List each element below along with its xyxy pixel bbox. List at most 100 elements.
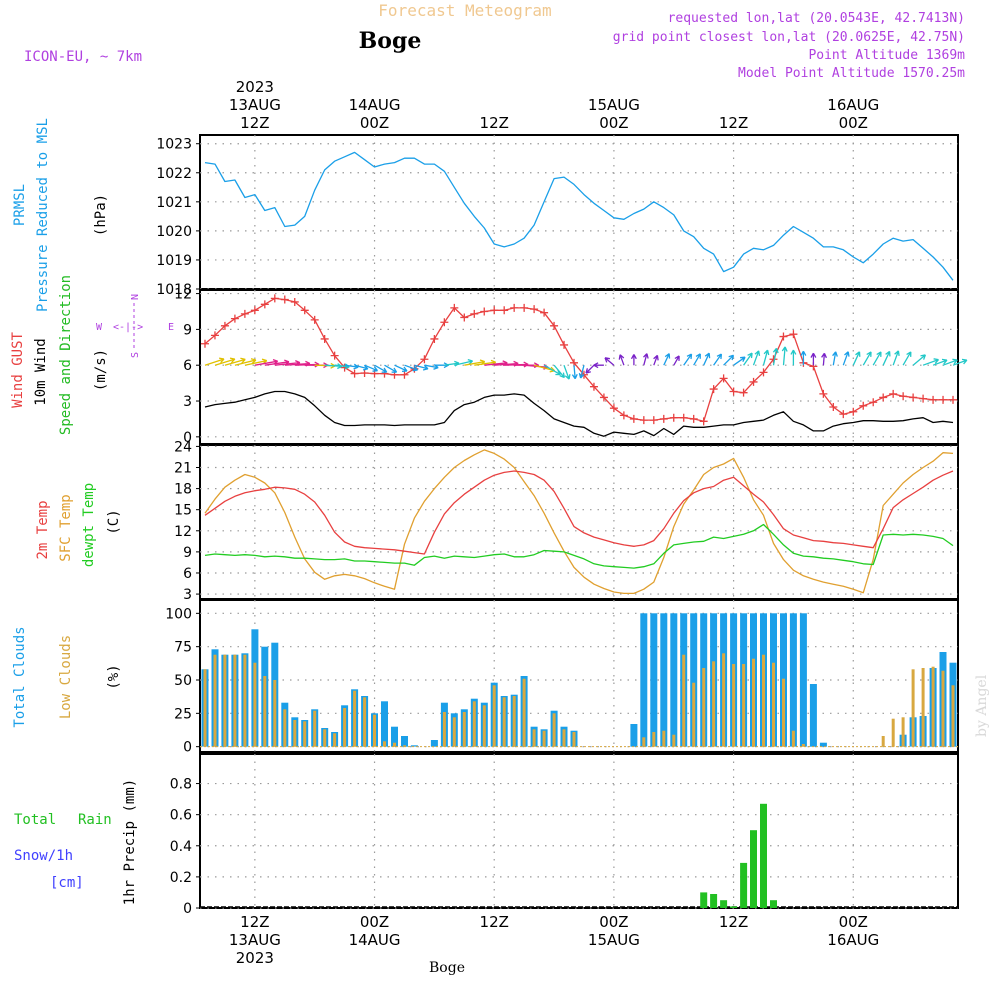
gust-marker	[879, 393, 888, 402]
gust-marker	[619, 411, 628, 420]
total-cloud-bar	[789, 613, 797, 747]
gust-marker	[609, 404, 618, 413]
top-tick-label: 12Z	[719, 114, 748, 132]
low-cloud-bar	[881, 736, 885, 747]
low-cloud-bar	[562, 729, 566, 747]
model-altitude: Model Point Altitude 1570.25m	[738, 66, 965, 81]
wind-arrow	[673, 355, 680, 366]
gust-marker	[759, 368, 768, 377]
ytick-label: 1019	[156, 253, 192, 269]
ytick-label: 0.8	[170, 777, 192, 793]
gust-marker	[689, 414, 698, 423]
gust-marker	[649, 416, 658, 425]
gust-marker	[400, 370, 409, 379]
ytick-label: 25	[174, 706, 192, 722]
wind-arrow	[810, 352, 817, 366]
gust-marker	[500, 306, 509, 315]
low-cloud-bar	[462, 712, 466, 747]
low-cloud-bar	[253, 662, 257, 747]
low-cloud-bar	[363, 697, 367, 747]
gust-marker	[709, 385, 718, 394]
gridpoint-coords: grid point closest lon,lat (20.0625E, 42…	[613, 30, 965, 45]
low-cloud-bar	[243, 654, 247, 747]
low-cloud-bar	[273, 680, 277, 747]
wind-arrow	[892, 350, 900, 366]
gust-marker	[679, 413, 688, 422]
bottom-tick-label: 12Z	[719, 913, 748, 931]
low-cloud-bar	[552, 713, 556, 747]
total-rain-label-1: Total	[14, 812, 56, 828]
compass-s: S	[130, 352, 141, 358]
top-tick-label: 00Z	[839, 114, 868, 132]
panel-4: 0 0.2 0.4 0.6 0.8	[170, 753, 959, 917]
sfc-temp-line	[204, 449, 954, 595]
wind-arrow	[723, 354, 735, 366]
wind-arrow	[772, 347, 779, 366]
temp-unit: (C)	[106, 509, 122, 534]
low-cloud-bar	[383, 741, 386, 747]
low-cloud-bar	[373, 714, 376, 747]
total-clouds-label: Total Clouds	[12, 626, 28, 727]
low-cloud-bar	[752, 658, 755, 747]
low-cloud-bar	[452, 717, 456, 747]
low-cloud-bar	[353, 690, 357, 747]
point-altitude: Point Altitude 1369m	[808, 48, 965, 63]
gust-marker	[869, 398, 878, 407]
total-rain-label-2: Rain	[78, 812, 112, 828]
total-cloud-bar	[809, 684, 817, 747]
low-cloud-bar	[263, 676, 267, 747]
total-cloud-bar	[410, 745, 418, 747]
wind-arrow	[414, 364, 429, 371]
low-cloud-bar	[442, 712, 446, 747]
pressure-label-2: Pressure Reduced to MSL	[35, 118, 51, 312]
gust-marker	[889, 389, 898, 398]
wind-arrow	[404, 364, 419, 372]
low-cloud-bar	[791, 730, 795, 747]
panel-0: 1018 1019 1020 1021 1022 1023	[156, 134, 959, 298]
wind-arrow	[585, 364, 595, 374]
wind-arrow	[752, 350, 761, 366]
gust-marker	[560, 340, 569, 349]
total-cloud-bar	[401, 736, 408, 747]
wind-arrow	[942, 358, 958, 366]
gust-marker	[270, 294, 279, 303]
gust-marker	[540, 308, 549, 317]
wind-arrow	[713, 353, 723, 366]
ytick-label: 50	[174, 673, 192, 689]
bottom-tick-label: 00Z	[360, 913, 389, 931]
gust-marker	[220, 321, 229, 330]
low-cloud-bar	[403, 745, 406, 747]
rain-bar	[770, 900, 777, 908]
low-cloud-bar	[941, 670, 945, 747]
temp-dew-label: dewpt Temp	[81, 483, 97, 567]
rain-bar	[750, 830, 757, 908]
wind-speed-line	[204, 390, 954, 437]
ytick-label: 6	[183, 566, 192, 582]
low-cloud-bar	[801, 744, 805, 747]
wind-arrow	[618, 354, 625, 366]
ytick-label: 1021	[156, 195, 192, 211]
footer-station: Boge	[429, 960, 465, 976]
ytick-label: 0	[183, 901, 192, 917]
gust-marker	[210, 331, 219, 340]
gust-marker	[919, 394, 928, 403]
low-cloud-bar	[313, 710, 317, 747]
requested-coords: requested lon,lat (20.0543E, 42.7413N)	[668, 11, 965, 26]
pressure-line	[204, 151, 954, 281]
wind-arrow	[571, 365, 578, 380]
total-cloud-bar	[690, 613, 698, 747]
wind-arrow	[214, 357, 236, 366]
watermark: by Angel	[974, 674, 990, 737]
ytick-label: 75	[174, 640, 192, 656]
gust-marker	[639, 416, 648, 425]
bottom-tick-label: 14AUG	[349, 931, 401, 949]
low-cloud-bar	[692, 682, 696, 747]
top-tick-label: 13AUG	[229, 96, 281, 114]
gust-marker	[929, 395, 938, 404]
wind-arrow	[563, 364, 571, 380]
wind-arrow	[872, 351, 882, 366]
gust-marker	[789, 330, 798, 339]
total-cloud-bar	[391, 726, 398, 747]
low-cloud-bar	[782, 678, 785, 747]
